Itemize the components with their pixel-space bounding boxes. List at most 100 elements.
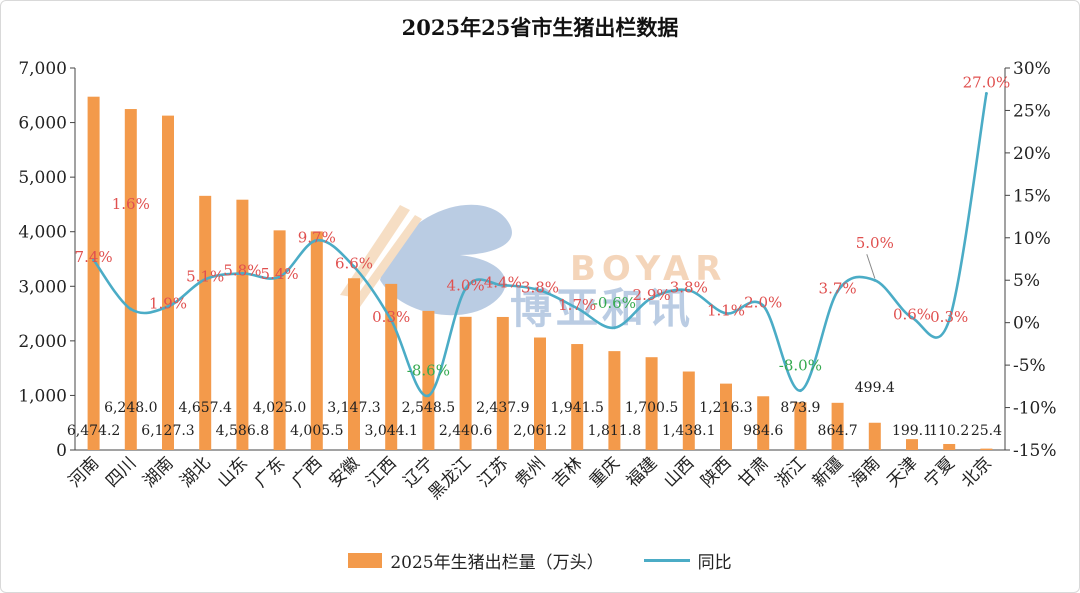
bar	[534, 337, 546, 450]
bar-value-label: 4,005.5	[290, 423, 343, 439]
yoy-point	[166, 305, 170, 309]
category-label: 江西	[363, 453, 401, 491]
yoy-label: 3.8%	[521, 278, 559, 296]
bar-value-label: 1,216.3	[699, 400, 752, 416]
yoy-point	[501, 283, 505, 287]
category-label: 黑龙江	[425, 453, 475, 503]
right-tick-label: 30%	[1013, 59, 1051, 79]
bar-value-label: 110.2	[929, 423, 969, 439]
bar	[87, 96, 100, 450]
category-label: 福建	[623, 453, 661, 491]
yoy-label: 1.9%	[149, 295, 187, 313]
yoy-point	[984, 91, 988, 95]
left-tick-label: 2,000	[18, 332, 67, 352]
right-tick-label: -15%	[1013, 441, 1057, 461]
category-label: 浙江	[772, 453, 810, 491]
yoy-label: 3.8%	[670, 278, 708, 296]
legend-swatch-line	[643, 559, 690, 562]
category-label: 甘肃	[735, 453, 773, 491]
bar	[645, 357, 658, 450]
bar-value-label: 3,147.3	[327, 400, 380, 416]
left-tick-label: 7,000	[18, 59, 67, 79]
axes-group: 0 1,000 2,000 3,000 4,000 5,000 6,000 7,000 -15%…	[18, 59, 1056, 461]
yoy-label: -8.0%	[779, 357, 822, 375]
bar-value-label: 984.6	[743, 423, 783, 439]
yoy-label: 9.7%	[298, 228, 336, 246]
legend-label-line: 同比	[697, 553, 732, 573]
yoy-point	[650, 296, 654, 300]
bar	[608, 351, 621, 450]
yoy-label: 27.0%	[963, 73, 1011, 91]
category-label: 安徽	[325, 453, 363, 491]
yoy-label: 2.9%	[633, 286, 671, 304]
bar	[794, 402, 807, 450]
bar-value-label: 2,061.2	[513, 423, 566, 439]
bar-value-label: 1,700.5	[625, 400, 678, 416]
bar	[571, 344, 584, 450]
bar-value-label: 1,438.1	[662, 423, 715, 439]
bars-group	[87, 96, 993, 451]
bar-value-label: 1,811.8	[588, 423, 641, 439]
bar-value-label: 499.4	[855, 380, 895, 396]
watermark-logo: BOYAR 博亚和讯	[340, 204, 727, 333]
bar	[682, 371, 695, 450]
bar	[236, 199, 249, 450]
left-tick-label: 1,000	[18, 386, 67, 406]
yoy-label: -0.6%	[593, 294, 636, 312]
bar-value-label: 864.7	[818, 423, 858, 439]
yoy-label: 5.0%	[856, 234, 894, 252]
right-tick-label: -10%	[1013, 399, 1057, 419]
yoy-point	[203, 277, 207, 281]
yoy-label: 0.3%	[930, 308, 968, 326]
yoy-point	[724, 311, 728, 315]
bar-value-label: 3,044.1	[364, 423, 417, 439]
category-label: 山西	[660, 453, 698, 491]
category-labels-group: 河南 四川 湖南 湖北 山东 广东 广西 安徽 江西 辽宁黑龙江 江苏 贵州 吉林 重庆 福建 山西 陕西 甘肃浙…	[65, 453, 996, 503]
watermark-english: BOYAR	[570, 249, 727, 289]
yoy-label-leader	[866, 254, 876, 279]
yoy-point	[873, 278, 877, 282]
category-label: 重庆	[586, 453, 624, 491]
category-label: 湖北	[177, 453, 215, 491]
yoy-point	[278, 275, 282, 279]
yoy-label: 5.4%	[261, 265, 299, 283]
category-label: 江苏	[474, 453, 512, 491]
category-label: 陕西	[697, 453, 735, 491]
bar-value-label: 2,548.5	[402, 400, 455, 416]
legend-label-bar: 2025年生猪出栏量（万头）	[390, 553, 604, 573]
yoy-point	[538, 288, 542, 292]
yoy-point	[612, 326, 616, 330]
bar	[943, 443, 956, 450]
bar	[162, 115, 174, 451]
yoy-point	[240, 271, 244, 275]
yoy-point	[426, 394, 430, 398]
yoy-line	[92, 93, 988, 397]
bar-value-label: 4,586.8	[216, 423, 269, 439]
bar	[757, 396, 770, 450]
chart-title: 2025年25省市生猪出栏数据	[401, 15, 679, 40]
bar	[980, 448, 993, 450]
bar	[906, 439, 918, 450]
legend: 2025年生猪出栏量（万头） 同比	[0, 548, 1080, 573]
yoy-label: 5.8%	[223, 261, 261, 279]
category-label: 天津	[883, 453, 921, 491]
category-label: 四川	[102, 453, 140, 491]
bar	[199, 195, 212, 450]
left-tick-label: 3,000	[18, 277, 67, 297]
category-label: 广东	[251, 453, 289, 491]
right-tick-label: 25%	[1013, 101, 1051, 121]
yoy-label: 6.6%	[335, 255, 373, 273]
bar-value-label: 6,474.2	[67, 423, 120, 439]
legend-item-line: 同比	[643, 548, 732, 573]
yoy-point	[315, 238, 319, 242]
bar-value-label: 6,127.3	[141, 423, 194, 439]
bar	[422, 310, 435, 450]
bar	[273, 230, 286, 450]
yoy-label: 3.7%	[819, 279, 857, 297]
category-label: 宁夏	[921, 453, 959, 491]
category-label: 河南	[65, 453, 103, 491]
category-label: 北京	[958, 453, 996, 491]
bar-value-label: 873.9	[780, 400, 820, 416]
